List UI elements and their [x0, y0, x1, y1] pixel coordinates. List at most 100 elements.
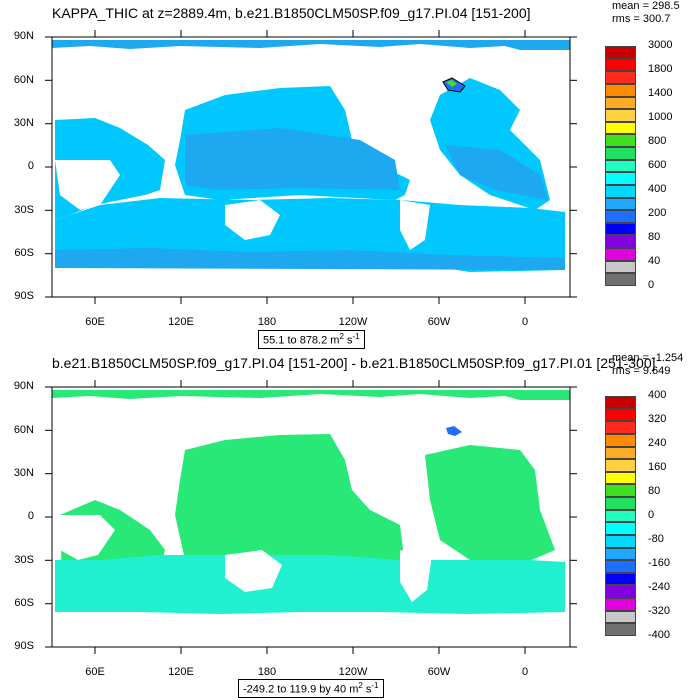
south-america-land: [400, 550, 432, 602]
bottom-lat-90s: 90S: [14, 640, 34, 652]
bottom-colorbar-label: 400: [648, 389, 667, 401]
greenland-anomaly: [446, 80, 457, 87]
bottom-colorbar-swatch: [605, 534, 636, 548]
top-colorbar-swatch: [605, 210, 636, 223]
bottom-lat-30n: 30N: [13, 467, 34, 479]
arctic-ocean-region: [52, 390, 570, 400]
bottom-colorbar-swatch: [605, 598, 636, 611]
bottom-stats: mean = -1.254 rms = 9.649: [612, 352, 683, 378]
top-colorbar-label: 400: [648, 183, 667, 195]
top-lat-ticks: [45, 36, 577, 298]
bottom-colorbar-swatch: [605, 433, 636, 447]
top-lon-0: 0: [521, 316, 529, 328]
bottom-lon-120w: 120W: [338, 666, 368, 678]
top-colorbar: [605, 46, 636, 286]
top-colorbar-swatch: [605, 235, 636, 248]
bottom-map-plot: [45, 380, 577, 654]
bottom-colorbar-label: 320: [648, 413, 667, 425]
bottom-range-exp1: 2: [358, 681, 363, 690]
bottom-colorbar-swatch: [605, 471, 636, 485]
bottom-rms: rms = 9.649: [612, 365, 671, 377]
top-colorbar-swatch: [605, 147, 636, 160]
top-colorbar-label: 80: [648, 231, 661, 243]
bottom-colorbar-swatch: [605, 572, 636, 586]
top-colorbar-swatch: [605, 197, 636, 211]
bottom-mean: mean = -1.254: [612, 352, 684, 364]
top-colorbar-label: 0: [648, 279, 655, 291]
pacific-equatorial-band: [185, 128, 400, 190]
africa-land: [55, 515, 115, 560]
top-map-panel: KAPPA_THIC at z=2889.4m, b.e21.B1850CLM5…: [13, 0, 680, 349]
top-colorbar-swatch: [605, 71, 636, 84]
bottom-colorbar-label: -240: [648, 581, 671, 593]
south-america-land: [400, 200, 430, 250]
top-range-text: 55.1 to 878.2 m: [263, 334, 340, 347]
bottom-colorbar-label: 160: [648, 461, 667, 473]
top-colorbar-label: 3000: [648, 39, 673, 51]
bottom-colorbar-swatch: [605, 446, 636, 460]
top-lat-90s: 90S: [14, 290, 34, 302]
bottom-colorbar-swatch: [605, 610, 636, 624]
top-colorbar-label: 1000: [648, 111, 673, 123]
bottom-colorbar-label: -400: [648, 629, 671, 641]
bottom-colorbar-label: -320: [648, 605, 671, 617]
top-colorbar-swatch: [605, 109, 636, 122]
top-lat-30n: 30N: [13, 117, 34, 129]
atlantic-equatorial-band: [445, 145, 548, 200]
top-colorbar-label: 40: [648, 255, 661, 267]
bottom-map-panel: b.e21.B1850CLM50SP.f09_g17.PI.04 [151-20…: [0, 350, 700, 700]
top-rms: rms = 300.7: [612, 13, 671, 25]
bottom-lat-90n: 90N: [13, 380, 34, 392]
bottom-colorbar-swatch: [605, 396, 636, 409]
top-colorbar-swatch: [605, 222, 636, 236]
bottom-colorbar-swatch: [605, 509, 636, 523]
bottom-colorbar-label: -80: [648, 533, 664, 545]
top-lat-30s: 30S: [14, 204, 34, 216]
bottom-colorbar-swatch: [605, 623, 636, 636]
bottom-colorbar-swatch: [605, 459, 636, 472]
bottom-range-text: -249.2 to 119.9 by 40 m: [243, 683, 359, 696]
top-lon-60w: 60W: [427, 316, 451, 328]
bottom-lon-120e: 120E: [168, 666, 194, 678]
southern-ocean-region: [55, 555, 565, 614]
top-colorbar-swatch: [605, 260, 636, 274]
bottom-colorbar: [605, 396, 636, 636]
top-colorbar-swatch: [605, 121, 636, 135]
top-range-exp1: 2: [339, 332, 344, 341]
bottom-colorbar-label: 240: [648, 437, 667, 449]
bottom-colorbar-swatch: [605, 408, 636, 422]
top-colorbar-swatch: [605, 96, 636, 110]
bottom-lat-0: 0: [27, 510, 34, 522]
top-colorbar-label: 1400: [648, 87, 673, 99]
top-colorbar-swatch: [605, 58, 636, 72]
top-colorbar-swatch: [605, 172, 636, 185]
bottom-colorbar-swatch: [605, 560, 636, 573]
top-map-title: KAPPA_THIC at z=2889.4m, b.e21.B1850CLM5…: [52, 5, 531, 21]
top-colorbar-label: 600: [648, 159, 667, 171]
top-colorbar-swatch: [605, 159, 636, 173]
bottom-lat-30s: 30S: [14, 554, 34, 566]
top-stats: mean = 298.5 rms = 300.7: [612, 0, 680, 26]
top-map-plot: [45, 30, 577, 304]
top-lon-120w: 120W: [338, 316, 368, 328]
arctic-ocean-region: [52, 40, 570, 50]
top-lat-60n: 60N: [13, 74, 34, 86]
top-colorbar-label: 1800: [648, 63, 673, 75]
bottom-range-unit2: s: [362, 683, 372, 696]
top-colorbar-swatch: [605, 248, 636, 261]
top-colorbar-swatch: [605, 273, 636, 286]
africa-land: [55, 160, 120, 210]
southern-ocean-deep-band: [55, 248, 565, 270]
top-lon-ticks: [94, 30, 526, 304]
top-range-exp2: -1: [352, 332, 360, 341]
top-lat-60s: 60S: [14, 247, 34, 259]
top-colorbar-label: 800: [648, 135, 667, 147]
top-lat-90n: 90N: [13, 30, 34, 42]
top-colorbar-swatch: [605, 46, 636, 59]
bottom-range-box: -249.2 to 119.9 by 40 m2 s-1: [238, 679, 384, 698]
bottom-lon-180: 180: [257, 666, 277, 678]
top-colorbar-label: 200: [648, 207, 667, 219]
bottom-lat-ticks: [45, 386, 577, 648]
bottom-map-title: b.e21.B1850CLM50SP.f09_g17.PI.04 [151-20…: [52, 355, 656, 371]
top-lat-0: 0: [27, 160, 34, 172]
